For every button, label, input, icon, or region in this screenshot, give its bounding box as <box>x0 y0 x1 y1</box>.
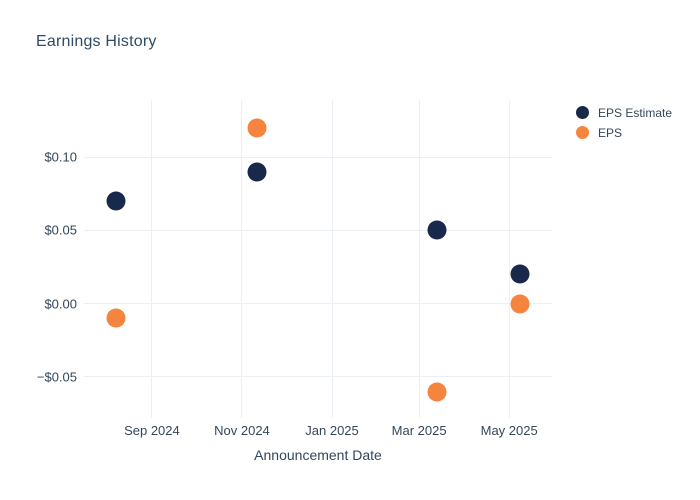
x-axis-title: Announcement Date <box>254 447 382 463</box>
eps-estimate-legend-marker-icon <box>576 106 589 119</box>
eps-point[interactable] <box>106 308 126 328</box>
y-gridline <box>84 303 552 305</box>
x-tick-label: Mar 2025 <box>391 423 447 438</box>
eps-point[interactable] <box>510 294 530 314</box>
x-gridline <box>418 100 420 418</box>
y-tick-label: −$0.05 <box>36 369 77 385</box>
x-tick-label: May 2025 <box>480 423 538 438</box>
y-tick-label: $0.10 <box>44 149 77 165</box>
y-gridline <box>84 376 552 378</box>
plot-area: Sep 2024 Nov 2024 Jan 2025 Mar 2025 May 2025… <box>37 100 552 438</box>
eps-point[interactable] <box>247 118 267 138</box>
eps-estimate-point[interactable] <box>510 264 530 284</box>
eps-estimate-point[interactable] <box>247 162 267 182</box>
y-tick-label: $0.05 <box>44 222 77 238</box>
legend: EPS Estimate EPS <box>576 105 672 145</box>
x-tick-label: Nov 2024 <box>214 423 270 438</box>
eps-estimate-point[interactable] <box>427 220 447 240</box>
x-tick-label: Sep 2024 <box>124 423 180 438</box>
x-gridline <box>151 100 153 418</box>
legend-item-eps-estimate[interactable]: EPS Estimate <box>576 105 672 120</box>
legend-item-label: EPS <box>598 125 623 140</box>
x-gridline <box>241 100 243 418</box>
eps-legend-marker-icon <box>576 126 589 139</box>
eps-estimate-point[interactable] <box>106 191 126 211</box>
x-gridline <box>331 100 333 418</box>
x-tick-label: Jan 2025 <box>305 423 359 438</box>
y-tick-label: $0.00 <box>44 296 77 312</box>
y-gridline <box>84 156 552 158</box>
eps-point[interactable] <box>427 382 447 402</box>
legend-item-eps[interactable]: EPS <box>576 125 672 140</box>
legend-item-label: EPS Estimate <box>598 105 673 120</box>
x-gridline <box>508 100 510 418</box>
y-gridline <box>84 229 552 231</box>
chart-title: Earnings History <box>36 33 157 50</box>
